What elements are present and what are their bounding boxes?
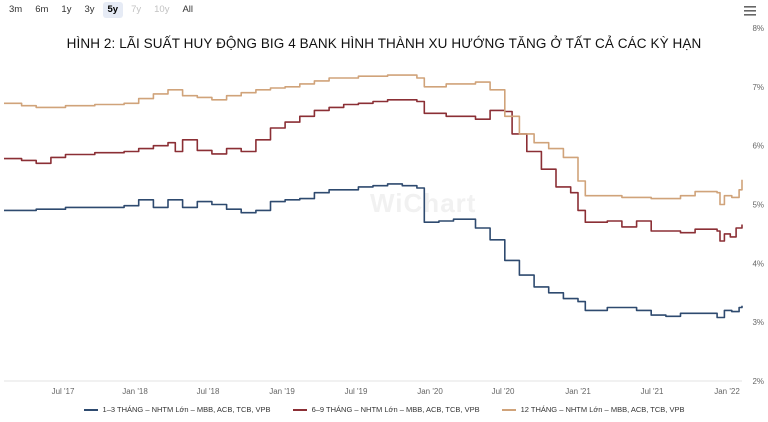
x-tick-label: Jul '17: [52, 387, 75, 396]
x-tick-label: Jan '19: [269, 387, 295, 396]
legend-swatch: [292, 408, 307, 411]
range-button-10y: 10y: [149, 2, 174, 18]
y-tick-label: 2%: [752, 377, 764, 386]
x-tick-label: Jan '22: [714, 387, 740, 396]
legend-item-1[interactable]: 6–9 THÁNG – NHTM Lớn – MBB, ACB, TCB, VP…: [292, 405, 480, 414]
legend-swatch: [83, 408, 98, 411]
range-button-6m[interactable]: 6m: [30, 2, 53, 18]
legend-swatch: [501, 408, 516, 411]
x-tick-label: Jan '18: [122, 387, 148, 396]
range-selector: 3m 6m 1y 3y 5y 7y 10y All: [4, 2, 198, 18]
chart-title: HÌNH 2: LÃI SUẤT HUY ĐỘNG BIG 4 BANK HÌN…: [66, 36, 702, 51]
range-button-3m[interactable]: 3m: [4, 2, 27, 18]
range-button-1y[interactable]: 1y: [56, 2, 76, 18]
y-tick-label: 7%: [752, 83, 764, 92]
x-tick-label: Jul '20: [492, 387, 515, 396]
menu-icon[interactable]: [743, 4, 757, 18]
range-button-3y[interactable]: 3y: [79, 2, 99, 18]
range-button-5y[interactable]: 5y: [102, 2, 124, 18]
legend-label: 12 THÁNG – NHTM Lớn – MBB, ACB, TCB, VPB: [520, 405, 685, 414]
y-tick-label: 4%: [752, 259, 764, 268]
series-line-1[interactable]: [4, 99, 743, 242]
series-line-2[interactable]: [4, 74, 743, 206]
range-button-7y: 7y: [126, 2, 146, 18]
x-tick-label: Jan '20: [417, 387, 443, 396]
series-line-0[interactable]: [4, 183, 743, 319]
legend-label: 1–3 THÁNG – NHTM Lớn – MBB, ACB, TCB, VP…: [102, 405, 271, 414]
legend-label: 6–9 THÁNG – NHTM Lớn – MBB, ACB, TCB, VP…: [311, 405, 480, 414]
x-tick-label: Jul '19: [345, 387, 368, 396]
watermark-logo: WiChart: [370, 188, 477, 218]
legend-item-0[interactable]: 1–3 THÁNG – NHTM Lớn – MBB, ACB, TCB, VP…: [83, 405, 271, 414]
legend-item-2[interactable]: 12 THÁNG – NHTM Lớn – MBB, ACB, TCB, VPB: [501, 405, 685, 414]
y-tick-label: 6%: [752, 142, 764, 151]
y-tick-label: 8%: [752, 24, 764, 33]
x-tick-label: Jul '18: [197, 387, 220, 396]
x-tick-label: Jan '21: [565, 387, 591, 396]
legend: 1–3 THÁNG – NHTM Lớn – MBB, ACB, TCB, VP…: [0, 405, 768, 414]
x-tick-label: Jul '21: [641, 387, 664, 396]
range-button-all[interactable]: All: [177, 2, 198, 18]
y-tick-label: 3%: [752, 318, 764, 327]
y-tick-label: 5%: [752, 201, 764, 210]
